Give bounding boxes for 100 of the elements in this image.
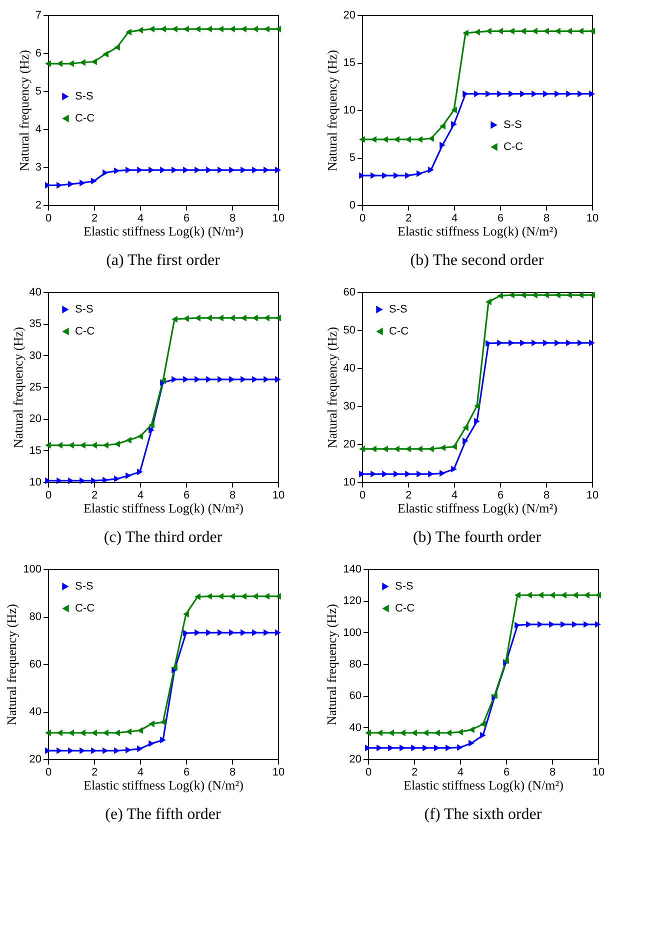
x-tick-label: 0 — [45, 212, 52, 224]
point — [240, 314, 246, 322]
text: (a) The first order — [106, 252, 221, 269]
legend-label: S-S — [395, 580, 414, 592]
x-tick-label: 0 — [45, 766, 52, 778]
point — [462, 438, 468, 444]
text: (b) The fourth order — [412, 529, 542, 546]
y-tick-label: 60 — [349, 690, 362, 702]
point — [194, 166, 200, 174]
point — [252, 166, 258, 174]
point — [183, 26, 189, 32]
legend-label: S-S — [75, 580, 94, 592]
point — [370, 470, 376, 478]
y-tick-label: 0 — [349, 200, 356, 212]
point — [508, 90, 514, 98]
point — [240, 376, 246, 383]
point — [80, 180, 86, 186]
y-tick-label: 40 — [29, 706, 42, 718]
point — [520, 340, 526, 346]
point — [206, 314, 212, 322]
point — [422, 730, 428, 736]
x-tick-label: 4 — [457, 766, 464, 778]
point — [359, 446, 365, 452]
point — [148, 740, 154, 747]
point — [457, 744, 463, 751]
point — [394, 172, 400, 179]
point — [462, 424, 468, 432]
point — [451, 466, 457, 472]
point — [560, 621, 566, 628]
point — [45, 730, 51, 736]
y-tick-label: 20 — [343, 10, 356, 22]
y-tick-label: 80 — [29, 611, 42, 623]
point — [405, 446, 411, 452]
point — [486, 28, 492, 35]
y-axis-title: Natural frequency (Hz) — [16, 50, 32, 172]
y-tick-label: 50 — [343, 324, 356, 336]
point — [549, 592, 555, 598]
point — [194, 593, 200, 600]
x-tick-label: 2 — [405, 490, 412, 502]
point — [405, 470, 411, 478]
point — [148, 26, 154, 32]
point — [148, 422, 154, 428]
point — [416, 470, 422, 478]
point — [194, 314, 200, 322]
point — [218, 26, 224, 32]
y-tick-label: 4 — [35, 124, 42, 136]
point — [532, 292, 538, 298]
point — [126, 472, 132, 480]
point — [440, 142, 446, 149]
point — [148, 426, 154, 434]
point — [411, 730, 417, 736]
point — [554, 292, 560, 298]
x-tick-label: 8 — [229, 766, 236, 778]
point — [264, 376, 270, 383]
point — [229, 26, 235, 32]
point — [434, 730, 440, 736]
point — [264, 592, 270, 600]
point — [394, 446, 400, 452]
point — [382, 172, 388, 179]
point — [160, 166, 166, 174]
point — [543, 340, 549, 346]
point — [229, 314, 235, 322]
y-axis-title: Natural frequency (Hz) — [4, 604, 20, 726]
point — [218, 166, 224, 174]
legend-label: C-C — [395, 602, 415, 614]
x-tick-label: 4 — [137, 212, 144, 224]
x-tick-label: 6 — [183, 490, 190, 502]
point — [428, 470, 434, 478]
point — [526, 592, 532, 598]
point — [440, 444, 446, 452]
text: (f) The sixth order — [424, 806, 542, 823]
point — [578, 292, 584, 298]
point — [102, 50, 108, 58]
point — [137, 468, 143, 476]
point — [451, 106, 457, 114]
point — [126, 728, 132, 736]
x-tick-label: 6 — [183, 212, 190, 224]
point — [508, 292, 514, 298]
point — [240, 26, 246, 32]
point — [440, 122, 446, 130]
x-tick-label: 10 — [272, 212, 285, 224]
y-tick-label: 2 — [35, 200, 42, 212]
legend-label: C-C — [75, 326, 95, 338]
point — [148, 166, 154, 174]
point — [520, 28, 526, 35]
y-tick-label: 30 — [343, 400, 356, 412]
y-tick-label: 100 — [23, 564, 42, 576]
point — [91, 477, 97, 484]
point — [160, 26, 166, 32]
point — [474, 418, 480, 425]
y-tick-label: 10 — [343, 476, 356, 488]
point — [388, 730, 394, 736]
point — [114, 440, 120, 448]
x-tick-label: 6 — [183, 766, 190, 778]
point — [566, 28, 572, 35]
point — [549, 621, 555, 628]
y-tick-label: 80 — [349, 658, 362, 670]
x-tick-label: 8 — [543, 212, 550, 224]
x-tick-label: 4 — [137, 490, 144, 502]
point — [56, 60, 62, 67]
